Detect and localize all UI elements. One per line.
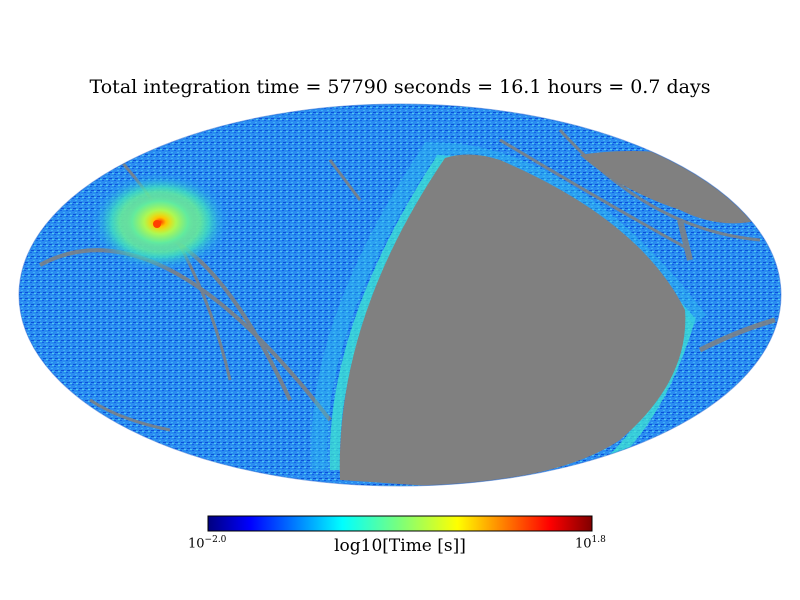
colorbar-min-base: 10 bbox=[188, 536, 205, 552]
colorbar bbox=[207, 515, 593, 532]
map-border bbox=[18, 103, 782, 487]
hotspot-peak bbox=[153, 220, 161, 228]
chart-title: Total integration time = 57790 seconds =… bbox=[89, 76, 711, 98]
scan-gap-arc bbox=[558, 128, 761, 242]
unobserved-region bbox=[339, 154, 686, 486]
scan-gap-arc bbox=[698, 317, 776, 353]
colorbar-min-label: 10−2.0 bbox=[188, 535, 226, 551]
scan-gap-arc bbox=[39, 248, 332, 422]
colorbar-max-base: 10 bbox=[575, 536, 592, 552]
colorbar-min-exp: −2.0 bbox=[204, 535, 227, 545]
scan-gap-arc bbox=[677, 219, 693, 261]
colorbar-title: log10[Time [s]] bbox=[334, 536, 466, 556]
sky-coverage bbox=[19, 104, 781, 486]
scan-gap-arc bbox=[89, 398, 171, 432]
colorbar-max-exp: 1.8 bbox=[591, 535, 606, 545]
scan-gap-arc bbox=[499, 138, 691, 252]
scan-gap-arc bbox=[328, 159, 362, 201]
colorbar-max-label: 101.8 bbox=[575, 535, 606, 551]
